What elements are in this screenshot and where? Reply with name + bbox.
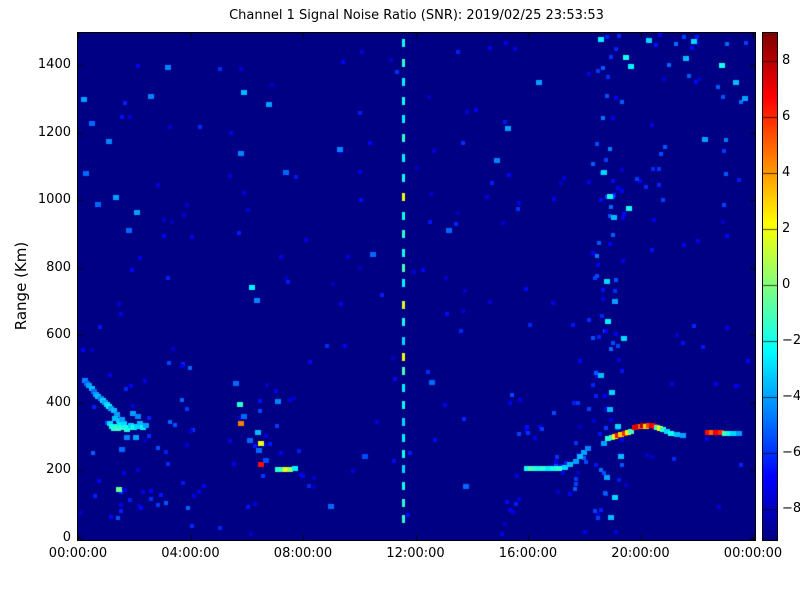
heatmap-canvas xyxy=(78,33,755,540)
y-tick-label: 1200 xyxy=(37,124,71,140)
y-tick-label: 400 xyxy=(46,394,71,410)
y-tick-label: 600 xyxy=(46,327,71,343)
plot-area xyxy=(77,32,756,541)
colorbar-tick-label: 2 xyxy=(782,221,791,237)
colorbar-tick-label: −6 xyxy=(782,445,800,461)
colorbar-tick-label: 4 xyxy=(782,165,791,181)
x-tick-label: 00:00:00 xyxy=(723,546,783,561)
x-tick-label: 20:00:00 xyxy=(611,546,670,561)
y-tick-label: 0 xyxy=(62,530,71,545)
y-tick-label: 1000 xyxy=(37,192,71,208)
x-tick-label: 16:00:00 xyxy=(498,546,558,561)
x-tick-label: 12:00:00 xyxy=(386,546,445,561)
x-tick-label: 08:00:00 xyxy=(273,546,333,561)
y-axis-label: Range (Km) xyxy=(12,241,30,331)
colorbar-tick-label: 8 xyxy=(782,53,791,68)
y-tick-label: 1400 xyxy=(37,57,71,73)
x-tick-label: 00:00:00 xyxy=(48,546,108,561)
colorbar xyxy=(762,32,778,541)
colorbar-tick-label: 0 xyxy=(782,277,791,293)
y-tick-label: 800 xyxy=(46,259,71,275)
x-tick-label: 04:00:00 xyxy=(161,546,220,561)
colorbar-tick-label: −4 xyxy=(782,389,800,405)
y-tick-label: 200 xyxy=(46,462,71,478)
colorbar-tick-label: −2 xyxy=(782,333,800,349)
colorbar-tick-label: 6 xyxy=(782,109,791,125)
colorbar-tick-label: −8 xyxy=(782,501,800,517)
plot-title: Channel 1 Signal Noise Ratio (SNR): 2019… xyxy=(229,8,604,23)
colorbar-canvas xyxy=(763,33,777,540)
